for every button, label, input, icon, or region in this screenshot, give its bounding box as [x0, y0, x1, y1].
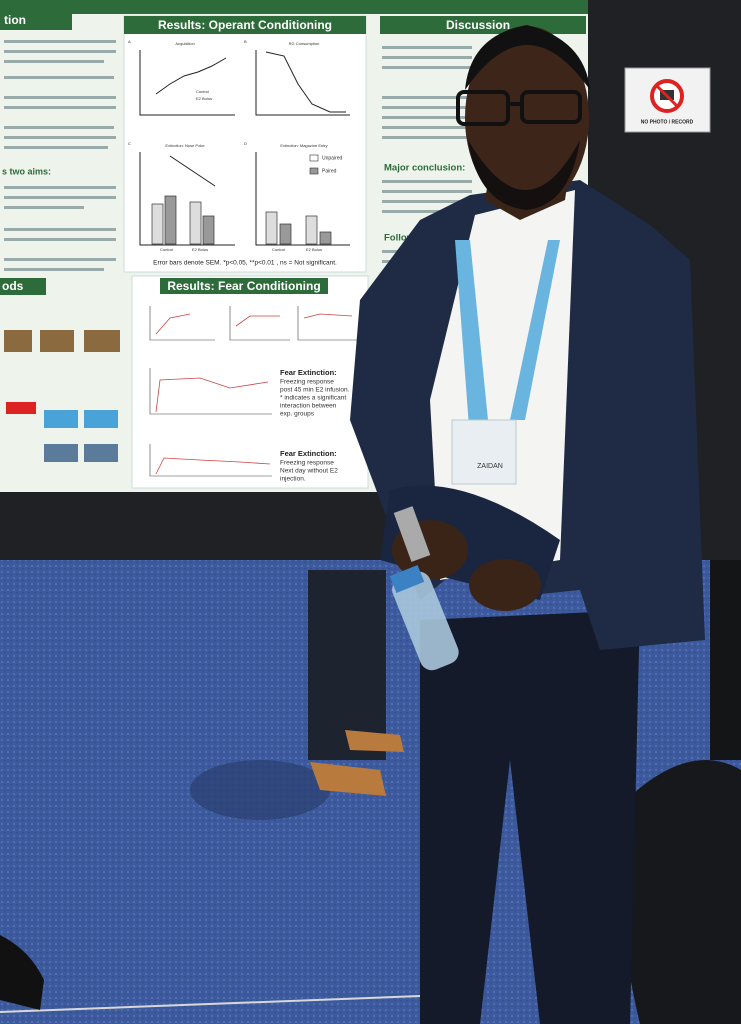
section-title: ods	[2, 279, 24, 293]
annotation-line: interaction between	[280, 403, 337, 410]
backpack	[620, 760, 741, 1024]
legend-entry: Paired	[322, 168, 337, 174]
hand	[469, 559, 541, 611]
poster-top-band	[0, 0, 588, 14]
panel-label: C	[128, 141, 131, 146]
panel-title: Acquisition	[175, 41, 194, 46]
axis-label: E2 Bolus	[306, 247, 322, 252]
glasses	[456, 90, 582, 126]
results-box	[131, 275, 369, 489]
panel-title: RG Consumption	[289, 41, 320, 46]
section-title: Discussion	[446, 18, 510, 32]
aims-heading: s two aims:	[2, 166, 51, 176]
annotation-line: Freezing response	[280, 379, 334, 386]
section-header	[124, 16, 366, 34]
shoe	[345, 730, 404, 752]
section-title: Results: Fear Conditioning	[167, 279, 320, 293]
beard	[468, 140, 580, 210]
annotation-line: Next day without E2	[280, 468, 338, 475]
legend-entry: E2 Bolus	[196, 96, 212, 101]
fear-plot-drawings	[155, 313, 353, 475]
lanyard	[510, 240, 560, 420]
sign-text: NO PHOTO / RECORD	[641, 119, 694, 125]
section-title: Results: Operant Conditioning	[158, 18, 332, 32]
subheading: Major conclusion:	[384, 163, 465, 174]
bottle-label	[389, 565, 425, 593]
fear-axes	[149, 306, 360, 477]
panel-title: Extinction: Magazine Entry	[280, 143, 327, 148]
section-title: tion	[4, 13, 26, 27]
intro-lines	[4, 40, 116, 149]
watch	[393, 506, 431, 562]
section-header	[0, 278, 46, 295]
methods-figure	[4, 330, 120, 462]
panel-label: B	[244, 39, 247, 44]
trousers	[420, 610, 640, 1024]
axis-label: E2 Bolus	[192, 247, 208, 252]
water-bottle	[392, 571, 459, 671]
background-person-legs	[308, 570, 386, 760]
bag-strap	[0, 935, 44, 1010]
annotation-title: Fear Extinction:	[280, 449, 337, 458]
annotation-line: exp. groups	[280, 411, 315, 418]
annotation-line: * indicates a significant	[280, 395, 346, 402]
aims-lines	[4, 186, 116, 271]
board-leg	[710, 560, 741, 760]
axis-label: Control	[160, 247, 173, 252]
legend-swatch	[309, 154, 319, 162]
section-header	[160, 278, 328, 294]
panel-label: D	[244, 141, 247, 146]
panel-title: Extinction: Nose Poke	[165, 143, 205, 148]
badge	[451, 419, 517, 485]
error-note: Error bars denote SEM. *p<0.05, **p<0.01…	[153, 260, 337, 267]
legend-entry: Control	[196, 89, 209, 94]
cable	[0, 995, 421, 1013]
hair	[465, 25, 590, 90]
plot-drawings	[139, 50, 350, 246]
annotation-line: injection.	[280, 476, 306, 483]
head	[465, 26, 589, 210]
axis-label: Control	[272, 247, 285, 252]
annotation-title: Fear Extinction:	[280, 368, 337, 377]
results-box	[123, 15, 367, 273]
bar-drawings	[151, 195, 332, 245]
lanyard	[455, 240, 490, 440]
section-header	[0, 12, 72, 30]
annotation-line: Freezing response	[280, 460, 334, 467]
panel-label: A	[128, 39, 131, 44]
shoe	[310, 762, 386, 796]
annotation-line: post 45 min E2 infusion.	[280, 387, 350, 394]
legend-swatch	[309, 167, 319, 175]
sign-slash	[654, 83, 680, 109]
badge-name: ZAIDAN	[477, 463, 503, 470]
carpet-stain	[190, 760, 330, 820]
legend-entry: Unpaired	[322, 155, 343, 161]
